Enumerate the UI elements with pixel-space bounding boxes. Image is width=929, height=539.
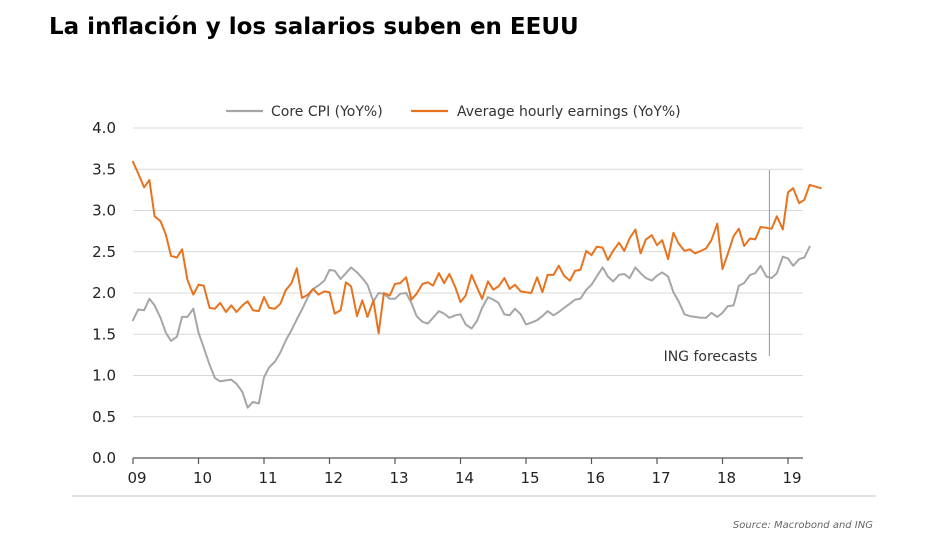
gridlines <box>133 127 803 418</box>
legend: Core CPI (YoY%) Average hourly earnings (… <box>226 104 681 120</box>
y-axis-tick-labels: 0.0 0.5 1.0 1.5 2.0 2.5 3.0 3.5 4.0 <box>92 119 116 467</box>
x-tick-label: 17 <box>651 469 670 487</box>
x-tick-label: 12 <box>324 469 343 487</box>
series-lines <box>132 160 822 409</box>
y-tick-label: 2.0 <box>92 284 116 302</box>
x-tick-label: 19 <box>782 469 801 487</box>
x-tick-label: 14 <box>455 469 474 487</box>
chart-title: La inflación y los salarios suben en EEU… <box>49 14 579 40</box>
x-tick-label: 11 <box>258 469 277 487</box>
series-line-0 <box>132 245 811 409</box>
y-tick-label: 3.0 <box>92 202 116 220</box>
x-tick-label: 10 <box>193 469 212 487</box>
x-tick-label: 16 <box>586 469 605 487</box>
x-tick-label: 18 <box>717 469 736 487</box>
legend-label-1: Average hourly earnings (YoY%) <box>457 104 681 120</box>
x-tick-label: 09 <box>127 469 146 487</box>
forecast-label: ING forecasts <box>664 349 758 365</box>
y-tick-label: 0.5 <box>92 408 116 426</box>
x-axis: 09 10 11 12 13 14 15 16 17 18 19 <box>127 457 803 487</box>
y-tick-label: 2.5 <box>92 243 116 261</box>
x-tick-label: 13 <box>389 469 408 487</box>
x-tick-label: 15 <box>520 469 539 487</box>
source-note: Source: Macrobond and ING <box>733 520 873 531</box>
forecast-marker: ING forecasts <box>664 170 770 365</box>
y-tick-label: 1.0 <box>92 367 116 385</box>
y-tick-label: 4.0 <box>92 119 116 137</box>
series-line-1 <box>132 160 822 335</box>
y-tick-label: 3.5 <box>92 160 116 178</box>
y-tick-label: 0.0 <box>92 449 116 467</box>
legend-label-0: Core CPI (YoY%) <box>271 104 383 120</box>
y-tick-label: 1.5 <box>92 325 116 343</box>
